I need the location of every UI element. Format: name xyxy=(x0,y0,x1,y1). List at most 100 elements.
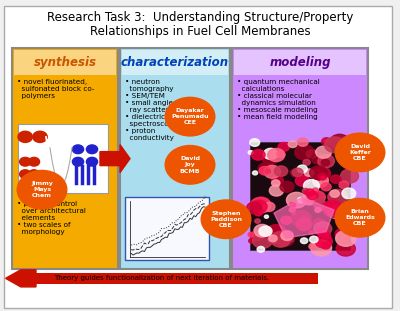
Circle shape xyxy=(336,230,356,246)
FancyBboxPatch shape xyxy=(125,197,209,260)
Circle shape xyxy=(72,145,84,154)
Circle shape xyxy=(292,172,298,177)
Circle shape xyxy=(252,233,272,248)
Circle shape xyxy=(268,148,285,162)
Text: Research Task 3:  Understanding Structure/Property: Research Task 3: Understanding Structure… xyxy=(47,11,353,24)
Circle shape xyxy=(20,157,31,166)
Circle shape xyxy=(311,240,332,256)
Circle shape xyxy=(301,216,310,222)
Circle shape xyxy=(252,150,265,160)
Circle shape xyxy=(20,170,31,179)
Circle shape xyxy=(272,180,280,186)
Circle shape xyxy=(262,151,278,165)
Circle shape xyxy=(257,246,264,252)
Circle shape xyxy=(319,229,328,236)
Circle shape xyxy=(302,194,316,205)
Circle shape xyxy=(335,229,348,239)
Circle shape xyxy=(336,231,350,242)
Circle shape xyxy=(255,219,260,223)
Circle shape xyxy=(274,166,288,176)
Text: David
Joy
BCMB: David Joy BCMB xyxy=(180,156,200,174)
Circle shape xyxy=(325,137,345,153)
Circle shape xyxy=(309,243,317,250)
Circle shape xyxy=(268,234,279,244)
Circle shape xyxy=(264,148,278,160)
Text: • neutron
  tomography
• SEM/TEM
• small angle x-
  ray scattering
• dielectric
: • neutron tomography • SEM/TEM • small a… xyxy=(125,79,182,141)
Circle shape xyxy=(201,200,251,239)
Circle shape xyxy=(317,228,327,236)
Text: modeling: modeling xyxy=(269,56,331,69)
Circle shape xyxy=(327,205,344,218)
Circle shape xyxy=(311,153,325,164)
Polygon shape xyxy=(274,197,334,238)
Circle shape xyxy=(292,168,303,177)
FancyBboxPatch shape xyxy=(18,124,108,193)
Circle shape xyxy=(258,163,274,175)
Text: • quantum mechanical
  calculations
• classical molecular
  dynamics simulation
: • quantum mechanical calculations • clas… xyxy=(237,79,320,120)
Circle shape xyxy=(310,166,327,179)
Circle shape xyxy=(295,145,314,160)
Circle shape xyxy=(304,179,319,192)
Circle shape xyxy=(86,157,98,166)
Circle shape xyxy=(318,155,334,168)
FancyBboxPatch shape xyxy=(120,48,230,269)
Circle shape xyxy=(322,232,330,239)
Text: • precise control
  over architectural
  elements
• two scales of
  morphology: • precise control over architectural ele… xyxy=(17,201,86,234)
Circle shape xyxy=(300,238,308,244)
Circle shape xyxy=(321,183,331,191)
Circle shape xyxy=(298,197,304,203)
FancyBboxPatch shape xyxy=(234,50,366,75)
FancyBboxPatch shape xyxy=(232,48,368,269)
Circle shape xyxy=(286,192,306,208)
FancyBboxPatch shape xyxy=(122,50,228,75)
Circle shape xyxy=(306,150,317,158)
Circle shape xyxy=(251,200,267,213)
Circle shape xyxy=(313,219,325,228)
Circle shape xyxy=(252,171,258,175)
Circle shape xyxy=(319,208,322,211)
Circle shape xyxy=(313,167,330,180)
Circle shape xyxy=(321,160,330,166)
Circle shape xyxy=(253,197,270,211)
Circle shape xyxy=(309,231,314,234)
Circle shape xyxy=(309,172,316,178)
Circle shape xyxy=(270,231,291,247)
Circle shape xyxy=(340,169,358,183)
Circle shape xyxy=(288,141,297,147)
Circle shape xyxy=(290,202,296,207)
Circle shape xyxy=(307,191,318,200)
Circle shape xyxy=(335,198,385,237)
Circle shape xyxy=(247,202,262,214)
Circle shape xyxy=(339,211,356,225)
Text: characterization: characterization xyxy=(121,56,229,69)
Circle shape xyxy=(250,139,260,146)
Circle shape xyxy=(340,204,345,208)
Text: Relationships in Fuel Cell Membranes: Relationships in Fuel Cell Membranes xyxy=(90,25,310,38)
Text: Theory guides functionalization of next iteration of materials.: Theory guides functionalization of next … xyxy=(54,275,270,281)
Circle shape xyxy=(336,241,355,256)
FancyArrow shape xyxy=(100,145,130,173)
Circle shape xyxy=(265,169,270,173)
Circle shape xyxy=(272,176,283,185)
Circle shape xyxy=(248,151,253,155)
Circle shape xyxy=(290,170,296,175)
Text: David
Keffer
CBE: David Keffer CBE xyxy=(349,144,371,161)
Circle shape xyxy=(86,145,98,154)
Circle shape xyxy=(264,215,268,218)
Circle shape xyxy=(336,150,348,159)
Circle shape xyxy=(251,231,264,241)
Circle shape xyxy=(314,222,332,236)
Circle shape xyxy=(250,197,271,213)
Circle shape xyxy=(259,166,270,175)
Circle shape xyxy=(254,225,270,237)
Circle shape xyxy=(313,199,326,209)
Circle shape xyxy=(309,191,325,203)
Circle shape xyxy=(328,189,347,204)
Circle shape xyxy=(295,175,310,186)
FancyBboxPatch shape xyxy=(14,50,116,75)
Circle shape xyxy=(264,165,280,178)
Circle shape xyxy=(278,238,289,246)
Text: Brian
Edwards
CBE: Brian Edwards CBE xyxy=(345,209,375,226)
Circle shape xyxy=(298,138,308,146)
FancyBboxPatch shape xyxy=(12,48,118,269)
